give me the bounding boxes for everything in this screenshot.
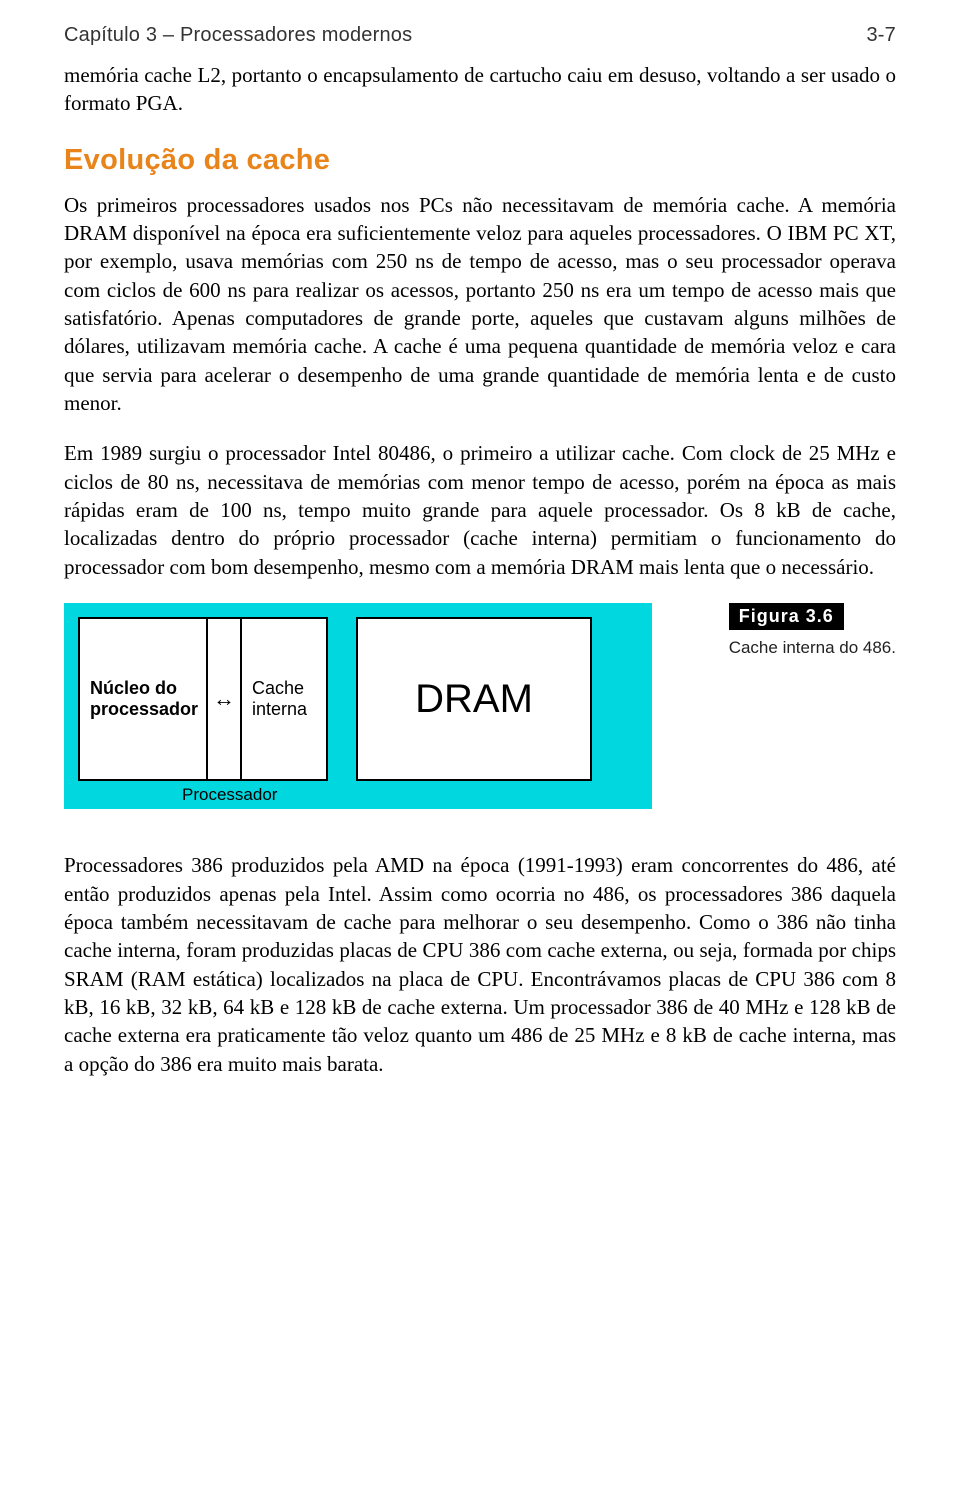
paragraph-3: Processadores 386 produzidos pela AMD na… bbox=[64, 851, 896, 1078]
figure-caption: Cache interna do 486. bbox=[729, 638, 896, 658]
page-header: Capítulo 3 – Processadores modernos 3-7 bbox=[64, 24, 896, 47]
processador-label: Processador bbox=[78, 785, 638, 805]
section-heading: Evolução da cache bbox=[64, 144, 896, 177]
figure-caption-block: Figura 3.6 Cache interna do 486. bbox=[729, 603, 896, 658]
diagram-container: Núcleo do processador ↔ Cache interna DR… bbox=[64, 603, 652, 809]
cache-line2: interna bbox=[252, 699, 307, 720]
paragraph-1: Os primeiros processadores usados nos PC… bbox=[64, 191, 896, 418]
page-number: 3-7 bbox=[866, 24, 896, 47]
cache-line1: Cache bbox=[252, 678, 304, 699]
processor-group: Núcleo do processador ↔ Cache interna bbox=[78, 617, 328, 781]
figure-label: Figura 3.6 bbox=[729, 603, 844, 630]
dram-box: DRAM bbox=[356, 617, 592, 781]
diagram-main: Núcleo do processador ↔ Cache interna DR… bbox=[78, 617, 638, 781]
cache-box: Cache interna bbox=[240, 619, 326, 779]
intro-paragraph: memória cache L2, portanto o encapsulame… bbox=[64, 61, 896, 118]
paragraph-2: Em 1989 surgiu o processador Intel 80486… bbox=[64, 439, 896, 581]
nucleo-box: Núcleo do processador bbox=[80, 619, 208, 779]
figure-diagram: Núcleo do processador ↔ Cache interna DR… bbox=[64, 603, 652, 809]
nucleo-line1: Núcleo do bbox=[90, 678, 177, 699]
figure-row: Núcleo do processador ↔ Cache interna DR… bbox=[64, 603, 896, 809]
bidirectional-arrow-icon: ↔ bbox=[208, 619, 240, 779]
nucleo-line2: processador bbox=[90, 699, 198, 720]
chapter-title: Capítulo 3 – Processadores modernos bbox=[64, 24, 412, 47]
